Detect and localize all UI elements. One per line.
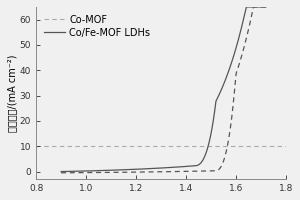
Line: Co/Fe-MOF LDHs: Co/Fe-MOF LDHs [61,7,266,172]
Co/Fe-MOF LDHs [95,169,99,172]
Co-MOF [264,6,268,8]
Co-MOF [252,6,255,8]
Co-MOF [196,170,200,172]
Co/Fe-MOF LDHs [244,6,248,8]
Co/Fe-MOF LDHs [112,169,116,171]
Co/Fe-MOF LDHs [152,167,155,170]
Co/Fe-MOF LDHs [264,6,268,8]
Co-MOF [112,171,116,174]
Co/Fe-MOF LDHs [180,166,184,168]
Line: Co-MOF: Co-MOF [61,7,266,173]
Co/Fe-MOF LDHs [59,170,63,173]
Co/Fe-MOF LDHs [214,105,217,108]
Co-MOF [95,171,99,174]
Y-axis label: 电流密度/(mA cm⁻²): 电流密度/(mA cm⁻²) [7,54,17,132]
Co-MOF [180,170,184,173]
Co-MOF [214,170,217,172]
Co-MOF [152,171,155,173]
Legend: Co-MOF, Co/Fe-MOF LDHs: Co-MOF, Co/Fe-MOF LDHs [41,12,153,41]
Co/Fe-MOF LDHs [196,164,200,166]
Co-MOF [59,172,63,174]
